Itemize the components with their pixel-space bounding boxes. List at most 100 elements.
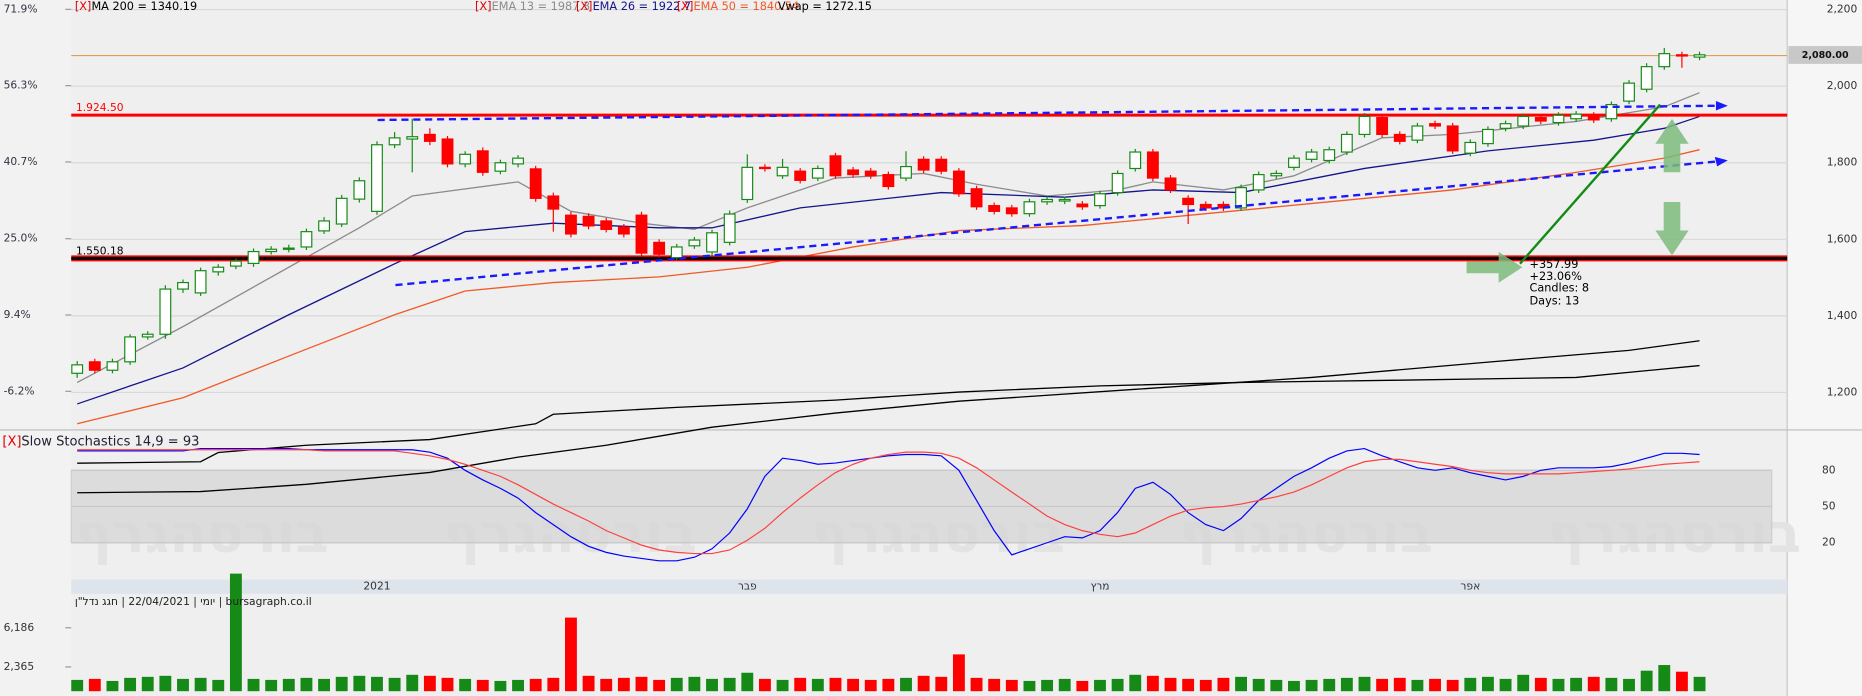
- volume-bar: [1552, 678, 1565, 692]
- volume-bar: [1358, 676, 1371, 692]
- volume-bar: [1076, 680, 1089, 692]
- volume-bar: [265, 679, 278, 692]
- stoch-close: [X]: [2, 434, 21, 449]
- candle-body: [1464, 141, 1477, 154]
- indicator-line: [76, 115, 1700, 405]
- candle-body: [1023, 201, 1036, 215]
- volume-bar: [1446, 679, 1459, 692]
- volume-bar: [635, 676, 648, 692]
- level-label: 1.924.50: [76, 101, 124, 114]
- candle-body: [71, 364, 84, 374]
- volume-bar: [917, 675, 930, 692]
- candle-body: [1199, 203, 1212, 209]
- candle-body: [635, 214, 648, 254]
- volume-bar: [1570, 677, 1583, 692]
- measure-text: Candles: 8: [1530, 282, 1590, 295]
- volume-bar: [406, 674, 419, 692]
- candle-body: [935, 158, 948, 172]
- volume-bar: [794, 677, 807, 692]
- candle-body: [1129, 151, 1142, 170]
- volume-bar: [1464, 677, 1477, 692]
- candle-body: [494, 162, 507, 172]
- volume-bar: [847, 678, 860, 692]
- candle-body: [265, 248, 278, 253]
- candle-body: [1323, 149, 1336, 162]
- volume-bar: [1482, 676, 1494, 692]
- candle-body: [617, 226, 630, 235]
- level-label: 2,080.00: [1802, 50, 1849, 61]
- candle-body: [318, 220, 331, 232]
- volume-bar: [106, 680, 119, 692]
- volume-bar: [247, 678, 260, 692]
- candle-body: [159, 288, 172, 335]
- trend-arrowhead: [1714, 156, 1728, 167]
- volume-bar: [1517, 674, 1530, 692]
- volume-bar: [1693, 676, 1706, 692]
- volume-bar: [723, 677, 736, 692]
- volume-bar: [1164, 677, 1177, 692]
- candle-body: [529, 168, 542, 199]
- volume-bar: [1393, 677, 1406, 692]
- annotation-layer: +357.99 +23.06% Candles: 8 Days: 13 [X] …: [2, 0, 1862, 673]
- volume-bar: [1146, 675, 1159, 692]
- volume-bar: [1199, 679, 1212, 692]
- volume-bar: [159, 675, 172, 692]
- candle-body: [88, 361, 101, 371]
- candle-body: [1041, 198, 1054, 203]
- volume-bar: [900, 677, 912, 692]
- candle-body: [212, 266, 225, 273]
- arrow-right: [1466, 251, 1523, 283]
- candle-body: [1182, 197, 1195, 206]
- stoch-tick-label: 50: [1822, 500, 1836, 513]
- volume-bar: [1023, 680, 1036, 692]
- candle-body: [300, 231, 313, 248]
- candle-body: [706, 232, 718, 253]
- candle-body: [282, 247, 295, 250]
- volume-bar: [1129, 674, 1142, 692]
- candle-body: [106, 361, 119, 371]
- candle-body: [1640, 66, 1653, 90]
- volume-bar: [670, 677, 683, 692]
- candle-body: [952, 170, 965, 195]
- volume-bar: [565, 617, 577, 692]
- volume-bar: [1270, 679, 1283, 692]
- volume-bar: [1252, 678, 1265, 692]
- volume-bar: [988, 678, 1001, 692]
- candle-body: [1270, 172, 1283, 177]
- volume-bar: [124, 677, 137, 692]
- candle-body: [177, 281, 189, 290]
- volume-bar: [423, 675, 436, 692]
- volume-bar: [512, 679, 524, 692]
- stoch-line: [77, 449, 1700, 555]
- volume-bar: [582, 675, 595, 692]
- y2-tick-label: 9.4%: [4, 308, 31, 321]
- volume-bar: [1182, 678, 1195, 692]
- trend-line: [377, 104, 1716, 122]
- volume-bar: [776, 679, 789, 692]
- indicator-line: [77, 340, 1700, 494]
- y-tick-label: 1,200: [1827, 385, 1858, 398]
- volume-bar: [300, 677, 313, 692]
- candle-body: [741, 166, 754, 201]
- volume-bar: [212, 679, 225, 692]
- candle-body: [1693, 54, 1706, 58]
- candle-body: [247, 250, 260, 265]
- candle-body: [1552, 114, 1565, 124]
- volume-bar: [864, 679, 877, 692]
- footer: יומי | 22/04/2021 | חגג נדל"ן | bursagra…: [75, 595, 312, 608]
- candle-body: [1499, 123, 1512, 129]
- candle-body: [1675, 54, 1688, 57]
- candle-body: [988, 205, 1001, 212]
- legend-close: [X]: [576, 0, 593, 13]
- candle-body: [653, 241, 666, 255]
- legend-close: [X]: [75, 0, 92, 13]
- volume-bar: [970, 677, 983, 692]
- volume-bar: [1235, 676, 1247, 692]
- candle-body: [1587, 114, 1600, 121]
- volume-bar: [1640, 670, 1653, 692]
- candle-body: [1005, 207, 1018, 215]
- stoch-line: [77, 447, 1700, 562]
